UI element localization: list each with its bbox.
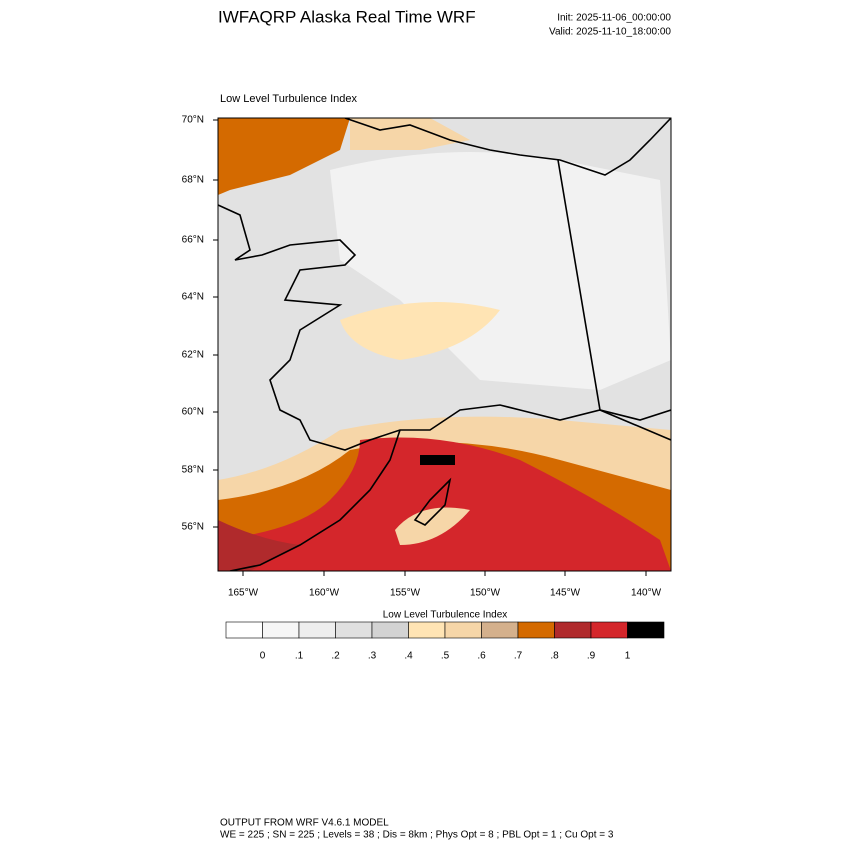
colorbar-label: .9 bbox=[587, 651, 596, 662]
lon-label: 155°W bbox=[390, 588, 421, 599]
colorbar-label: 1 bbox=[625, 651, 631, 662]
lat-labels: 70°N 68°N 66°N 64°N 62°N 60°N 58°N 56°N bbox=[182, 115, 218, 533]
colorbar-swatch bbox=[262, 621, 300, 639]
colorbar-label: .3 bbox=[368, 651, 377, 662]
lat-label: 58°N bbox=[182, 465, 204, 476]
colorbar-label: .7 bbox=[514, 651, 523, 662]
lat-label: 64°N bbox=[182, 292, 204, 303]
colorbar-swatch bbox=[481, 621, 519, 639]
colorbar-label: 0 bbox=[260, 651, 266, 662]
lon-label: 150°W bbox=[470, 588, 501, 599]
field-tan bbox=[340, 302, 500, 360]
map-frame bbox=[217, 117, 672, 572]
lat-label: 62°N bbox=[182, 350, 204, 361]
lat-label: 60°N bbox=[182, 407, 204, 418]
field-black bbox=[420, 455, 455, 465]
field-darkred bbox=[218, 520, 300, 571]
footer-line: WE = 225 ; SN = 225 ; Levels = 38 ; Dis … bbox=[220, 830, 614, 841]
field-orange bbox=[218, 118, 350, 195]
lat-label: 66°N bbox=[182, 235, 204, 246]
colorbar-label: .1 bbox=[295, 651, 304, 662]
colorbar-swatch bbox=[335, 621, 373, 639]
valid-time: Valid: 2025-11-10_18:00:00 bbox=[549, 27, 671, 38]
colorbar: 0 .1 .2 .3 .4 .5 .6 .7 .8 .9 1 bbox=[225, 621, 665, 662]
colorbar-swatch bbox=[298, 621, 336, 639]
map bbox=[217, 117, 672, 572]
init-time: Init: 2025-11-06_00:00:00 bbox=[557, 13, 671, 24]
lon-label: 145°W bbox=[550, 588, 581, 599]
lon-label: 140°W bbox=[631, 588, 662, 599]
field-light bbox=[330, 152, 671, 390]
colorbar-swatch bbox=[517, 621, 555, 639]
colorbar-swatch bbox=[371, 621, 409, 639]
map-title: Low Level Turbulence Index bbox=[220, 93, 357, 105]
coastline bbox=[218, 204, 671, 451]
field-tan bbox=[350, 118, 470, 150]
colorbar-title: Low Level Turbulence Index bbox=[383, 610, 508, 621]
field-tan bbox=[395, 507, 470, 545]
footer-line: OUTPUT FROM WRF V4.6.1 MODEL bbox=[220, 818, 389, 829]
title: IWFAQRP Alaska Real Time WRF bbox=[218, 7, 476, 26]
lat-label: 68°N bbox=[182, 175, 204, 186]
coastline bbox=[229, 429, 401, 571]
colorbar-label: .2 bbox=[331, 651, 340, 662]
colorbar-label: .6 bbox=[477, 651, 486, 662]
lon-label: 165°W bbox=[228, 588, 259, 599]
colorbar-label: .8 bbox=[550, 651, 559, 662]
lon-labels: 165°W 160°W 155°W 150°W 145°W 140°W bbox=[228, 571, 662, 599]
colorbar-swatch bbox=[444, 621, 482, 639]
lat-label: 56°N bbox=[182, 522, 204, 533]
colorbar-label: .4 bbox=[404, 651, 413, 662]
colorbar-swatch bbox=[408, 621, 446, 639]
coastline bbox=[344, 118, 671, 176]
island bbox=[413, 477, 452, 526]
colorbar-swatch bbox=[590, 621, 628, 639]
colorbar-swatch bbox=[627, 621, 665, 639]
border bbox=[557, 159, 671, 441]
colorbar-label: .5 bbox=[441, 651, 450, 662]
lon-label: 160°W bbox=[309, 588, 340, 599]
lat-label: 70°N bbox=[182, 115, 204, 126]
colorbar-swatch bbox=[225, 621, 263, 639]
colorbar-swatch bbox=[554, 621, 592, 639]
